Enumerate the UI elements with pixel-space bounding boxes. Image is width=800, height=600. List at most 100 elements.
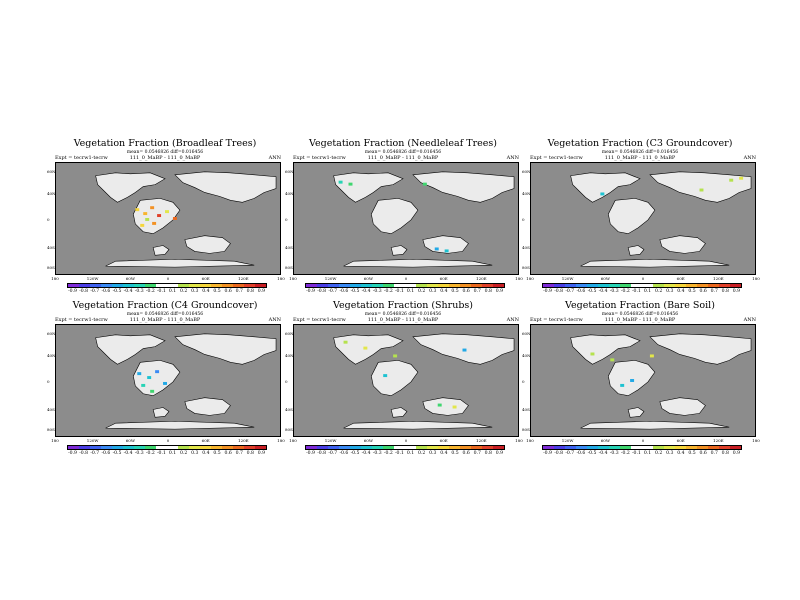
- anomaly-cell: [150, 389, 155, 393]
- colorbar-labels: -0.9 -0.8 -0.7 -0.6 -0.5 -0.4 -0.3 -0.2 -0.1 0.1 0…: [542, 451, 742, 457]
- map-canvas: [294, 163, 518, 274]
- colorbar-tick-label: 0.8: [246, 451, 254, 456]
- colorbar-swatch: [255, 284, 266, 287]
- colorbar-tick-label: -0.6: [101, 451, 111, 456]
- panel-stat: mean= 0.0546826 diff=0.016456: [601, 150, 679, 155]
- colorbar-swatch: [482, 284, 493, 287]
- colorbar-tick-label: -0.1: [157, 289, 166, 294]
- latitude-label: 40S: [522, 407, 530, 412]
- colorbar-swatch: [460, 284, 471, 287]
- colorbar-swatch: [675, 446, 686, 449]
- colorbar-tick-label: 0.7: [235, 451, 243, 456]
- longitude-label: 0: [641, 276, 645, 281]
- longitude-label: 60W: [363, 276, 373, 281]
- land-mass: [390, 407, 408, 418]
- longitude-label: 180: [277, 438, 285, 443]
- colorbar-swatch: [416, 446, 427, 449]
- colorbar-swatch: [134, 446, 145, 449]
- colorbar-tick-label: 0.7: [473, 451, 481, 456]
- colorbar-swatch: [565, 284, 576, 287]
- land-mass: [659, 397, 706, 416]
- land-mass: [649, 333, 752, 365]
- land-mass: [132, 198, 181, 235]
- colorbar-swatch: [543, 284, 554, 287]
- colorbar-swatch: [90, 284, 101, 287]
- colorbar-swatch: [306, 446, 317, 449]
- colorbar-tick-label: 0.8: [721, 289, 729, 294]
- colorbar-tick-label: -0.1: [395, 289, 404, 294]
- anomaly-cell: [152, 221, 157, 225]
- colorbar-swatch: [554, 446, 565, 449]
- colorbar-tick-label: 0.2: [418, 451, 426, 456]
- panel-diff: 111_0_MaBP - 111_0_MaBP: [367, 317, 439, 323]
- anomaly-cell: [172, 217, 177, 220]
- latitude-label: 0: [522, 379, 525, 384]
- colorbar-swatch: [697, 446, 708, 449]
- colorbar: [67, 445, 267, 450]
- colorbar-swatch: [178, 284, 189, 287]
- latitude-label: 40S: [47, 245, 55, 250]
- longitude-label: 60E: [439, 438, 448, 443]
- land-mass: [152, 407, 170, 418]
- colorbar-tick-label: 0.7: [710, 451, 718, 456]
- colorbar-swatch: [730, 446, 741, 449]
- map-panel-broadleaf-trees: Vegetation Fraction (Broadleaf Trees) me…: [45, 138, 285, 294]
- latitude-label: 80S: [522, 265, 530, 270]
- colorbar-tick-label: -0.4: [598, 451, 608, 456]
- longitude-label: 180: [289, 276, 297, 281]
- anomaly-cell: [462, 348, 467, 352]
- longitude-label: 60W: [600, 438, 610, 443]
- colorbar-tick-label: 0.9: [257, 289, 266, 294]
- colorbar-swatch: [145, 284, 156, 287]
- colorbar-tick-label: -0.5: [112, 289, 122, 294]
- land-mass: [570, 172, 641, 203]
- longitude-label: 180: [515, 438, 523, 443]
- longitude-label: 120E: [713, 276, 724, 281]
- panel-period: ANN: [268, 317, 281, 323]
- anomaly-cell: [155, 370, 160, 374]
- colorbar-tick-label: -0.9: [68, 289, 77, 294]
- panel-period: ANN: [743, 317, 756, 323]
- colorbar-tick-label: 0.3: [666, 451, 674, 456]
- colorbar-tick-label: -0.6: [576, 451, 586, 456]
- land-mass: [370, 360, 419, 397]
- map-panel-needleleaf-trees: Vegetation Fraction (Needleleaf Trees) m…: [283, 138, 523, 294]
- panel-expt: Expt = tecrw1-tecrw: [293, 317, 346, 323]
- latitude-label: 80S: [285, 427, 293, 432]
- land-mass: [343, 420, 493, 430]
- colorbar-labels: -0.9 -0.8 -0.7 -0.6 -0.5 -0.4 -0.3 -0.2 -0.1 0.1 0…: [305, 451, 505, 457]
- colorbar-tick-label: 0.1: [168, 451, 177, 456]
- anomaly-cell: [452, 405, 457, 409]
- anomaly-cell: [729, 178, 734, 182]
- anomaly-cell: [135, 208, 140, 212]
- longitude-axis: 180 120W 60W 0 60E 120E 180: [51, 438, 285, 444]
- map-panel-c3-groundcover: Vegetation Fraction (C3 Groundcover) mea…: [520, 138, 760, 294]
- latitude-label: 60N: [285, 169, 294, 174]
- panel-diff: 111_0_MaBP - 111_0_MaBP: [129, 317, 201, 323]
- land-mass: [412, 171, 515, 203]
- colorbar-tick-label: 0.4: [440, 451, 448, 456]
- colorbar-swatch: [642, 446, 653, 449]
- colorbar-tick-label: -0.9: [306, 289, 315, 294]
- longitude-label: 0: [641, 438, 645, 443]
- colorbar-swatch: [372, 284, 383, 287]
- colorbar-swatch: [244, 284, 255, 287]
- colorbar-tick-label: -0.4: [361, 451, 371, 456]
- map-canvas: [531, 163, 755, 274]
- latitude-label: 40N: [285, 353, 294, 358]
- latitude-label: 40S: [285, 245, 293, 250]
- colorbar-swatch: [708, 284, 719, 287]
- colorbar-tick-label: -0.8: [317, 451, 327, 456]
- latitude-label: 40N: [47, 353, 56, 358]
- longitude-label: 120W: [86, 276, 99, 281]
- panel-diff: 111_0_MaBP - 111_0_MaBP: [604, 317, 676, 323]
- colorbar-swatch: [449, 284, 460, 287]
- colorbar-swatch: [543, 446, 554, 449]
- colorbar-tick-label: -0.7: [90, 289, 100, 294]
- colorbar-tick-label: -0.2: [383, 289, 393, 294]
- colorbar-swatch: [211, 284, 222, 287]
- anomaly-cell: [437, 403, 442, 407]
- longitude-label: 180: [51, 276, 59, 281]
- panel-diff: 111_0_MaBP - 111_0_MaBP: [367, 155, 439, 161]
- land-mass: [95, 334, 166, 365]
